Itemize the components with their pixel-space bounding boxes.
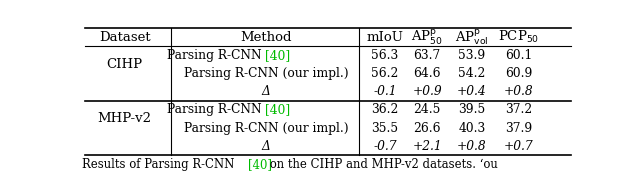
Text: [40]: [40] [265, 49, 290, 62]
Text: 56.2: 56.2 [371, 67, 399, 80]
Text: -0.1: -0.1 [373, 85, 397, 98]
Text: -0.7: -0.7 [373, 140, 397, 153]
Text: 26.6: 26.6 [413, 122, 441, 135]
Text: MHP-v2: MHP-v2 [98, 113, 152, 126]
Text: +0.4: +0.4 [457, 85, 486, 98]
Text: 36.2: 36.2 [371, 103, 399, 116]
Text: mIoU: mIoU [367, 31, 404, 44]
Text: 40.3: 40.3 [458, 122, 486, 135]
Text: Δ: Δ [262, 85, 271, 98]
Text: Parsing R-CNN (our impl.): Parsing R-CNN (our impl.) [184, 122, 348, 135]
Text: 54.2: 54.2 [458, 67, 486, 80]
Text: on the CIHP and MHP-v2 datasets. ‘ou: on the CIHP and MHP-v2 datasets. ‘ou [266, 158, 499, 171]
Text: 56.3: 56.3 [371, 49, 399, 62]
Text: [40]: [40] [265, 103, 290, 116]
Text: +2.1: +2.1 [412, 140, 442, 153]
Text: AP$^{\rm p}_{50}$: AP$^{\rm p}_{50}$ [412, 28, 443, 47]
Text: Parsing R-CNN (our impl.): Parsing R-CNN (our impl.) [184, 67, 348, 80]
Text: Parsing R-CNN: Parsing R-CNN [166, 49, 265, 62]
Text: +0.8: +0.8 [457, 140, 486, 153]
Text: Δ: Δ [262, 140, 271, 153]
Text: Method: Method [240, 31, 292, 44]
Text: +0.8: +0.8 [504, 85, 534, 98]
Text: 60.9: 60.9 [505, 67, 532, 80]
Text: Parsing R-CNN: Parsing R-CNN [166, 103, 265, 116]
Text: 64.6: 64.6 [413, 67, 441, 80]
Text: 39.5: 39.5 [458, 103, 486, 116]
Text: 60.1: 60.1 [506, 49, 532, 62]
Text: Dataset: Dataset [99, 31, 150, 44]
Text: 24.5: 24.5 [413, 103, 441, 116]
Text: [40]: [40] [248, 158, 271, 171]
Text: 37.9: 37.9 [506, 122, 532, 135]
Text: +0.7: +0.7 [504, 140, 534, 153]
Text: 37.2: 37.2 [506, 103, 532, 116]
Text: 35.5: 35.5 [371, 122, 399, 135]
Text: 63.7: 63.7 [413, 49, 441, 62]
Text: 53.9: 53.9 [458, 49, 486, 62]
Text: CIHP: CIHP [107, 58, 143, 71]
Text: AP$^{\rm p}_{\rm vol}$: AP$^{\rm p}_{\rm vol}$ [455, 27, 488, 47]
Text: Results of Parsing R-CNN: Results of Parsing R-CNN [83, 158, 239, 171]
Text: +0.9: +0.9 [412, 85, 442, 98]
Text: PCP$_{50}$: PCP$_{50}$ [499, 29, 540, 45]
